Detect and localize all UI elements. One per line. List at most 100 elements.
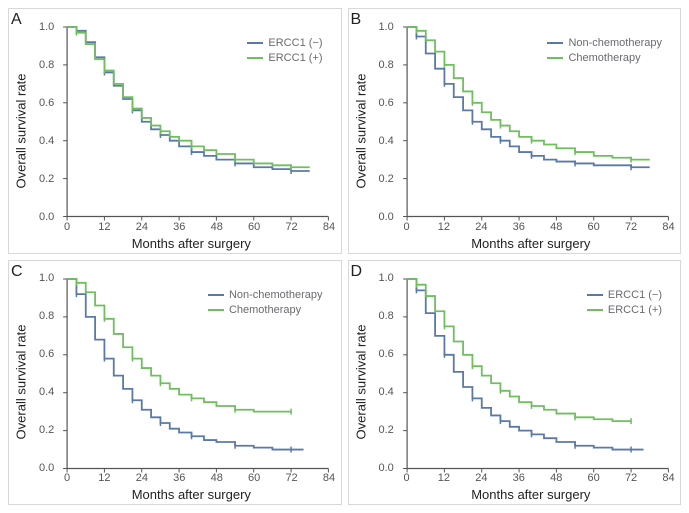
legend-item: Non-chemotherapy	[547, 37, 662, 49]
x-tick-label: 0	[403, 221, 409, 233]
x-tick-label: 84	[323, 472, 335, 484]
legend: ERCC1 (−) ERCC1 (+)	[587, 289, 662, 319]
panel-letter: B	[351, 11, 362, 29]
x-tick-label: 0	[64, 221, 70, 233]
x-tick-label: 36	[513, 472, 525, 484]
x-tick-label: 72	[285, 221, 297, 233]
y-axis-label: Overall survival rate	[14, 73, 29, 188]
y-tick-label: 1.0	[379, 272, 394, 284]
y-tick-label: 0.0	[39, 211, 54, 223]
y-tick-label: 0.6	[379, 97, 394, 109]
x-tick-label: 60	[588, 472, 600, 484]
x-tick-label: 36	[173, 472, 185, 484]
x-tick-label: 48	[550, 221, 562, 233]
x-tick-label: 24	[475, 472, 487, 484]
legend: ERCC1 (−) ERCC1 (+)	[247, 37, 322, 67]
plot-area: 0.00.20.40.60.81.0012243648607284ERCC1 (…	[407, 279, 669, 469]
legend: Non-chemotherapy Chemotherapy	[208, 289, 323, 319]
x-tick-label: 0	[403, 472, 409, 484]
y-tick-label: 0.8	[379, 310, 394, 322]
y-axis-label: Overall survival rate	[353, 325, 368, 440]
legend-swatch	[208, 309, 224, 311]
legend: Non-chemotherapy Chemotherapy	[547, 37, 662, 67]
y-tick-label: 0.0	[379, 211, 394, 223]
legend-item: Non-chemotherapy	[208, 289, 323, 301]
panel-letter: D	[351, 263, 363, 281]
panel-C: C Overall survival rate Months after surge…	[8, 260, 342, 506]
y-tick-label: 1.0	[39, 21, 54, 33]
legend-item: ERCC1 (−)	[247, 37, 322, 49]
x-tick-label: 60	[588, 221, 600, 233]
y-tick-label: 0.4	[39, 135, 54, 147]
plot-area: 0.00.20.40.60.81.0012243648607284Non-che…	[67, 279, 329, 469]
legend-swatch	[587, 309, 603, 311]
legend-item: Chemotherapy	[208, 304, 323, 316]
legend-label: ERCC1 (−)	[608, 289, 662, 301]
x-axis-label: Months after surgery	[132, 487, 251, 502]
plot-area: 0.00.20.40.60.81.0012243648607284Non-che…	[407, 27, 669, 217]
y-axis-label: Overall survival rate	[14, 325, 29, 440]
legend-swatch	[208, 294, 224, 296]
x-tick-label: 72	[625, 221, 637, 233]
x-tick-label: 48	[550, 472, 562, 484]
x-tick-label: 24	[475, 221, 487, 233]
x-tick-label: 24	[136, 472, 148, 484]
x-tick-label: 0	[64, 472, 70, 484]
y-tick-label: 0.8	[39, 310, 54, 322]
y-tick-label: 0.8	[39, 59, 54, 71]
legend-label: ERCC1 (+)	[268, 52, 322, 64]
y-tick-label: 1.0	[379, 21, 394, 33]
y-tick-label: 0.2	[39, 424, 54, 436]
y-tick-label: 0.2	[39, 173, 54, 185]
legend-label: ERCC1 (+)	[608, 304, 662, 316]
y-tick-label: 0.2	[379, 173, 394, 185]
x-tick-label: 84	[662, 221, 674, 233]
x-tick-label: 72	[625, 472, 637, 484]
panel-D: D Overall survival rate Months after surge…	[348, 260, 682, 506]
y-tick-label: 0.0	[39, 462, 54, 474]
legend-item: ERCC1 (+)	[247, 52, 322, 64]
y-tick-label: 0.8	[379, 59, 394, 71]
x-tick-label: 24	[136, 221, 148, 233]
legend-label: Chemotherapy	[568, 52, 640, 64]
x-axis-label: Months after surgery	[471, 487, 590, 502]
legend-label: Non-chemotherapy	[229, 289, 323, 301]
legend-label: ERCC1 (−)	[268, 37, 322, 49]
x-tick-label: 60	[248, 221, 260, 233]
y-tick-label: 0.4	[379, 386, 394, 398]
x-tick-label: 12	[438, 221, 450, 233]
y-tick-label: 0.6	[39, 97, 54, 109]
x-axis-label: Months after surgery	[471, 236, 590, 251]
panel-grid: A Overall survival rate Months after surge…	[8, 8, 681, 505]
panel-letter: A	[11, 11, 22, 29]
x-tick-label: 48	[211, 221, 223, 233]
legend-label: Chemotherapy	[229, 304, 301, 316]
y-tick-label: 1.0	[39, 272, 54, 284]
panel-letter: C	[11, 263, 23, 281]
y-tick-label: 0.2	[379, 424, 394, 436]
legend-swatch	[247, 57, 263, 59]
legend-swatch	[547, 42, 563, 44]
legend-swatch	[247, 42, 263, 44]
y-tick-label: 0.0	[379, 462, 394, 474]
y-tick-label: 0.4	[39, 386, 54, 398]
x-axis-label: Months after surgery	[132, 236, 251, 251]
y-tick-label: 0.6	[379, 348, 394, 360]
panel-A: A Overall survival rate Months after surge…	[8, 8, 342, 254]
x-tick-label: 12	[98, 472, 110, 484]
legend-item: ERCC1 (−)	[587, 289, 662, 301]
x-tick-label: 36	[513, 221, 525, 233]
y-tick-label: 0.4	[379, 135, 394, 147]
x-tick-label: 72	[285, 472, 297, 484]
y-axis-label: Overall survival rate	[353, 73, 368, 188]
x-tick-label: 84	[323, 221, 335, 233]
plot-area: 0.00.20.40.60.81.0012243648607284ERCC1 (…	[67, 27, 329, 217]
x-tick-label: 60	[248, 472, 260, 484]
legend-swatch	[587, 294, 603, 296]
legend-label: Non-chemotherapy	[568, 37, 662, 49]
x-tick-label: 36	[173, 221, 185, 233]
x-tick-label: 84	[662, 472, 674, 484]
panel-B: B Overall survival rate Months after surge…	[348, 8, 682, 254]
x-tick-label: 12	[438, 472, 450, 484]
legend-swatch	[547, 57, 563, 59]
